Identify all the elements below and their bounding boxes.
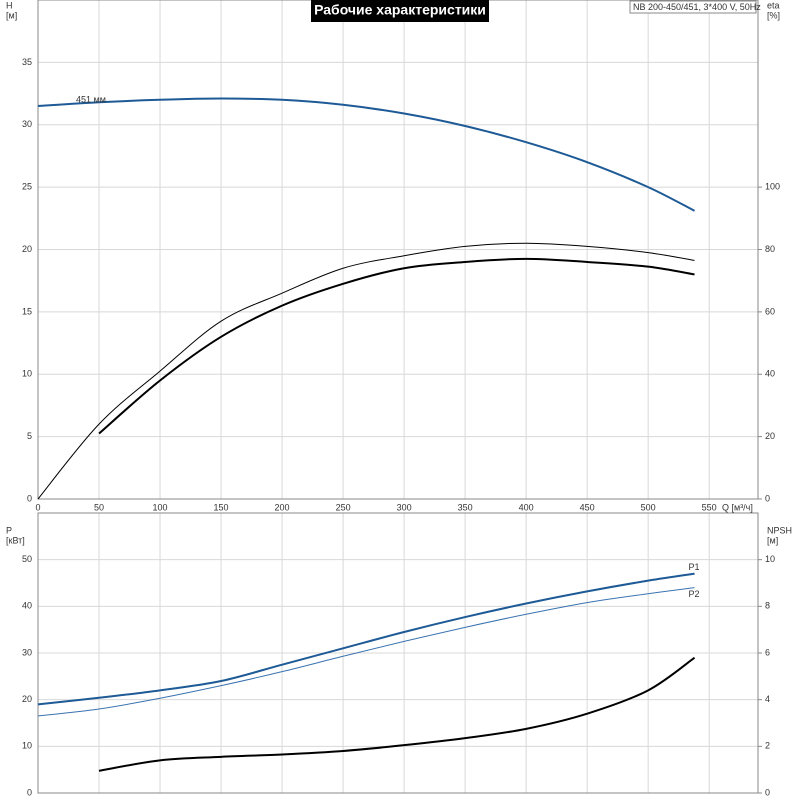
plot-frame	[37, 0, 759, 500]
y-tick-label: 5	[27, 431, 32, 441]
y-tick-label: 10	[22, 741, 32, 751]
x-tick-label: 350	[458, 502, 473, 512]
x-tick-label: 0	[35, 502, 40, 512]
y2-tick-label: 6	[765, 647, 770, 657]
x-tick-label: 100	[153, 502, 168, 512]
y-tick-label: 10	[22, 369, 32, 379]
y2-tick-label: 0	[765, 493, 770, 503]
y-tick-label: 20	[22, 694, 32, 704]
x-tick-label: 550	[702, 502, 717, 512]
y2-tick-label: 10	[765, 554, 775, 564]
y-tick-label: 0	[27, 493, 32, 503]
x-tick-label: 200	[275, 502, 290, 512]
annotation-box	[629, 0, 757, 14]
y2-tick-label: 2	[765, 741, 770, 751]
y2-axis-label: NPSH	[767, 525, 792, 535]
series-label: P1	[689, 562, 700, 572]
x-axis-label: Q [м³/ч]	[722, 502, 753, 512]
x-tick-label: 500	[641, 502, 656, 512]
y-tick-label: 30	[22, 119, 32, 129]
y2-axis-unit: [%]	[767, 10, 780, 20]
y-tick-label: 50	[22, 554, 32, 564]
y2-tick-label: 20	[765, 431, 775, 441]
series-label: P2	[689, 589, 700, 599]
y-tick-label: 40	[22, 601, 32, 611]
y2-tick-label: 0	[765, 787, 770, 797]
x-tick-label: 50	[94, 502, 104, 512]
x-tick-label: 300	[397, 502, 412, 512]
x-tick-label: 400	[519, 502, 534, 512]
x-tick-label: 150	[214, 502, 229, 512]
y-tick-label: 15	[22, 306, 32, 316]
title-box	[311, 0, 489, 22]
y2-tick-label: 8	[765, 601, 770, 611]
y2-axis-label: eta	[767, 0, 780, 10]
series-line	[98, 257, 695, 435]
y2-axis-unit: [м]	[767, 535, 778, 545]
plot-frame	[37, 512, 759, 794]
y2-tick-label: 60	[765, 306, 775, 316]
y-tick-label: 20	[22, 244, 32, 254]
y-tick-label: 30	[22, 647, 32, 657]
y-tick-label: 0	[27, 787, 32, 797]
y-tick-label: 35	[22, 57, 32, 67]
y2-tick-label: 4	[765, 694, 770, 704]
series-line	[37, 242, 695, 500]
x-tick-label: 250	[336, 502, 351, 512]
x-tick-label: 450	[580, 502, 595, 512]
y-axis-label: P	[6, 525, 12, 535]
y2-tick-label: 40	[765, 369, 775, 379]
y2-tick-label: 100	[765, 182, 780, 192]
y-axis-unit: [м]	[6, 10, 17, 20]
y2-tick-label: 80	[765, 244, 775, 254]
annotation: NB 200-450/451, 3*400 V, 50Hz	[633, 2, 761, 12]
chart-title: Рабочие характеристики	[314, 2, 486, 18]
series-label: 451 мм	[76, 94, 106, 104]
y-axis-label: H	[6, 0, 13, 10]
series-line	[37, 572, 695, 706]
series-line	[37, 97, 695, 212]
series-line	[98, 656, 696, 772]
series-line	[37, 587, 695, 717]
y-axis-unit: [кВт]	[6, 535, 25, 545]
y-tick-label: 25	[22, 182, 32, 192]
